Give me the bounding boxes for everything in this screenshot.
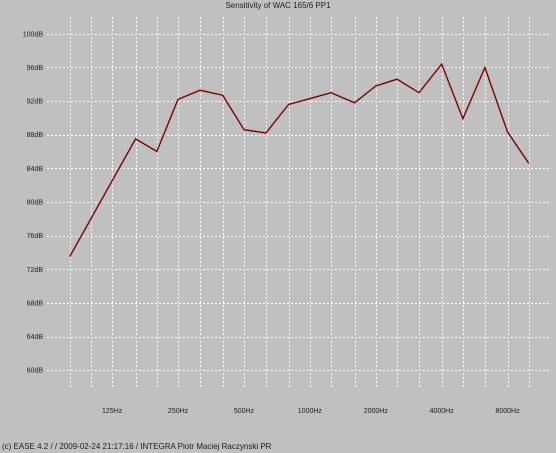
sensitivity-line xyxy=(69,62,530,258)
y-tick-label: 84dB xyxy=(27,166,44,173)
x-tick-label: 125Hz xyxy=(102,408,123,415)
x-tick-label: 250Hz xyxy=(168,408,189,415)
x-tick-label: 8000Hz xyxy=(495,408,520,415)
y-tick-label: 88dB xyxy=(27,132,44,139)
y-tick-label: 92dB xyxy=(27,99,44,106)
x-tick-label: 2000Hz xyxy=(364,408,389,415)
x-tick-label: 4000Hz xyxy=(430,408,455,415)
y-tick-label: 76dB xyxy=(27,233,44,240)
x-tick-label: 500Hz xyxy=(234,408,255,415)
y-tick-label: 68dB xyxy=(27,300,44,307)
y-tick-labels: 100dB 96dB 92dB 88dB 84dB 80dB 76dB 72dB 68dB 64d… xyxy=(23,31,44,374)
x-tick-labels: 125Hz 250Hz 500Hz 1000Hz 2000Hz 4000Hz 8000Hz xyxy=(102,408,520,415)
y-tick-label: 80dB xyxy=(27,200,44,207)
y-tick-label: 96dB xyxy=(27,65,44,72)
y-tick-label: 100dB xyxy=(23,31,44,38)
x-tick-label: 1000Hz xyxy=(298,408,323,415)
y-tick-label: 64dB xyxy=(27,334,44,341)
y-tick-label: 72dB xyxy=(27,267,44,274)
y-tick-label: 60dB xyxy=(27,368,44,375)
series xyxy=(69,62,530,258)
grid xyxy=(47,17,550,387)
chart-title: Sensitivity of WAC 165/6 PP1 xyxy=(225,1,331,10)
footer-credits: (c) EASE 4.2 / / 2009-02-24 21:17:16 / I… xyxy=(2,442,272,451)
